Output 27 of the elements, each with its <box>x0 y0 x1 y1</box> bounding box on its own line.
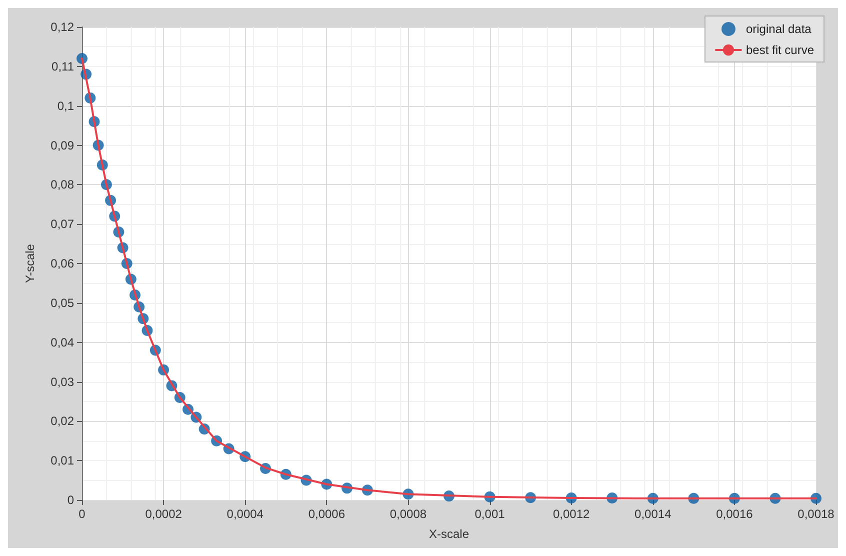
y-tick-label: 0,02 <box>50 414 74 428</box>
y-tick-label: 0 <box>67 493 74 507</box>
y-tick-label: 0,05 <box>50 296 74 310</box>
x-tick-label: 0,0004 <box>226 507 264 521</box>
legend-label: best fit curve <box>746 43 814 57</box>
legend-label: original data <box>746 22 812 36</box>
y-tick-label: 0,12 <box>50 20 74 34</box>
x-tick-label: 0,0014 <box>634 507 672 521</box>
y-tick-label: 0,04 <box>50 335 74 350</box>
y-tick-label: 0,08 <box>50 178 74 192</box>
y-tick-label: 0,07 <box>50 217 74 232</box>
x-tick-label: 0,0008 <box>390 507 427 521</box>
x-tick-label: 0,0016 <box>716 507 754 521</box>
y-tick-label: 0,1 <box>57 98 74 113</box>
y-tick-label: 0,06 <box>50 256 74 270</box>
x-axis-title: X-scale <box>428 527 470 541</box>
x-tick-label: 0,0012 <box>552 507 590 521</box>
y-tick-label: 0,03 <box>50 374 74 389</box>
x-tick-label: 0,0006 <box>308 507 346 521</box>
x-tick-label: 0,001 <box>474 507 506 521</box>
x-tick-label: 0,0018 <box>798 507 835 521</box>
x-tick-label: 0 <box>78 507 86 521</box>
y-tick-label: 0,09 <box>50 138 74 152</box>
y-tick-label: 0,11 <box>52 59 74 74</box>
y-tick-label: 0,01 <box>50 454 74 468</box>
y-axis-title: Y-scale <box>23 244 37 283</box>
x-tick-label: 0,0002 <box>145 507 182 521</box>
